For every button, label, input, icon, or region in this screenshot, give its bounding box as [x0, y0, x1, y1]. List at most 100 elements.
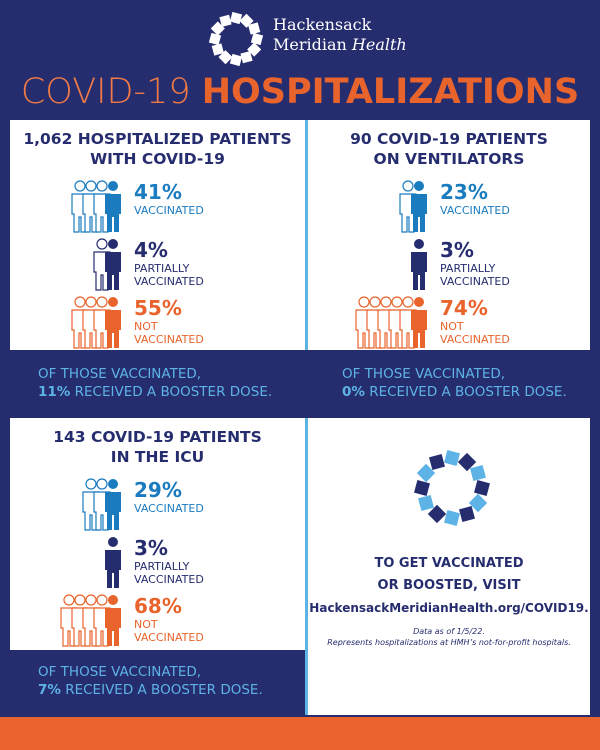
head	[391, 296, 403, 308]
person-icon	[411, 297, 427, 348]
note-line: Data as of 1/5/22.	[413, 627, 485, 636]
stat-label: VACCINATED	[440, 204, 510, 217]
logo-square	[219, 14, 232, 27]
stat-label-line: PARTIALLY	[440, 262, 496, 275]
person-icon	[105, 479, 121, 530]
logo-square	[240, 51, 253, 64]
stat-label: PARTIALLY VACCINATED	[134, 560, 204, 586]
icon-group	[93, 238, 121, 291]
logo-square	[229, 11, 243, 25]
stat-percent: 3%	[134, 536, 168, 560]
stat-label: NOT VACCINATED	[440, 320, 510, 346]
booster-percent: 11%	[38, 384, 71, 400]
person-icon	[411, 239, 427, 290]
booster-line: 7% RECEIVED A BOOSTER DOSE.	[38, 681, 263, 699]
person-icon	[411, 181, 427, 232]
title: COVID-19 HOSPITALIZATIONS	[0, 72, 600, 112]
note-line: Represents hospitalizations at HMH’s not…	[327, 638, 571, 647]
head	[108, 181, 118, 191]
panel-title: 143 COVID-19 PATIENTS IN THE ICU	[10, 427, 305, 467]
person-icon	[93, 238, 111, 291]
logo-square	[250, 32, 264, 46]
body	[105, 252, 121, 290]
stat-label-line: NOT	[134, 618, 158, 631]
booster-line: OF THOSE VACCINATED,	[38, 664, 202, 680]
stat-percent: 68%	[134, 594, 182, 618]
head	[85, 478, 97, 490]
person-icon	[105, 537, 121, 588]
logo-square	[211, 43, 224, 56]
stat-label: VACCINATED	[134, 204, 204, 217]
stat-label: NOT VACCINATED	[134, 320, 204, 346]
stat-row: 41% VACCINATED	[10, 180, 305, 234]
body	[411, 310, 427, 348]
head	[74, 180, 86, 192]
stat-percent: 74%	[440, 296, 488, 320]
booster-line: OF THOSE VACCINATED,	[342, 366, 506, 382]
head	[85, 180, 97, 192]
logo-square	[248, 22, 261, 35]
panel-title-line: WITH COVID-19	[90, 150, 225, 168]
panel: 1,062 HOSPITALIZED PATIENTS WITH COVID-19…	[10, 120, 305, 350]
head	[74, 296, 86, 308]
head	[108, 595, 118, 605]
booster-line: 0% RECEIVED A BOOSTER DOSE.	[342, 383, 567, 401]
head	[85, 594, 97, 606]
stat-label-line: NOT	[440, 320, 464, 333]
stat-label-line: VACCINATED	[134, 573, 204, 586]
logo-square	[414, 480, 430, 496]
logo-square	[418, 495, 434, 511]
logo-square	[210, 21, 225, 36]
icon-group	[399, 180, 427, 233]
stat-label-line: PARTIALLY	[134, 262, 190, 275]
booster-percent: 7%	[38, 682, 61, 698]
head	[96, 478, 108, 490]
stat-label-line: VACCINATED	[134, 502, 204, 515]
brand: Hackensack Meridian Health	[273, 15, 407, 55]
panel-title-line: 143 COVID-19 PATIENTS	[53, 428, 262, 446]
brand-text: Health	[351, 35, 407, 54]
stat-row: 55% NOT VACCINATED	[10, 296, 305, 350]
head	[74, 594, 86, 606]
panel-title-line: IN THE ICU	[110, 448, 205, 466]
note: Data as of 1/5/22. Represents hospitaliz…	[308, 626, 590, 648]
stat-percent: 41%	[134, 180, 182, 204]
stat-row: 29% VACCINATED	[10, 478, 305, 532]
stat-label-line: NOT	[134, 320, 158, 333]
booster-text: RECEIVED A BOOSTER DOSE.	[369, 384, 567, 400]
booster-note: OF THOSE VACCINATED, 0% RECEIVED A BOOSTE…	[342, 365, 567, 401]
cta: TO GET VACCINATED OR BOOSTED, VISIT Hack…	[308, 553, 590, 619]
head	[358, 296, 370, 308]
stat-label-line: VACCINATED	[134, 204, 204, 217]
cta-line: OR BOOSTED, VISIT	[377, 578, 521, 593]
icon-group	[105, 537, 121, 588]
divider	[305, 418, 308, 715]
stat-percent: 23%	[440, 180, 488, 204]
panel-title-line: ON VENTILATORS	[373, 150, 525, 168]
head	[63, 594, 75, 606]
logo-square	[208, 32, 222, 46]
logo-square	[229, 53, 243, 67]
stat-label-line: VACCINATED	[134, 275, 204, 288]
stat-label: PARTIALLY VACCINATED	[440, 262, 510, 288]
brand-line: Hackensack	[273, 15, 372, 34]
panel: 90 COVID-19 PATIENTS ON VENTILATORS 23% VAC…	[308, 120, 590, 350]
stat-row: 3% PARTIALLY VACCINATED	[10, 536, 305, 590]
head	[402, 180, 414, 192]
cta-link: HackensackMeridianHealth.org/COVID19.	[309, 601, 589, 615]
head	[108, 479, 118, 489]
stat-label: PARTIALLY VACCINATED	[134, 262, 204, 288]
footer-strip	[0, 717, 600, 750]
stat-label-line: VACCINATED	[440, 333, 510, 346]
head	[369, 296, 381, 308]
stat-label-line: VACCINATED	[134, 631, 204, 644]
body	[105, 550, 121, 588]
divider	[305, 120, 308, 350]
stat-percent: 4%	[134, 238, 168, 262]
stat-label-line: VACCINATED	[440, 275, 510, 288]
logo-square	[470, 465, 486, 481]
icon-group	[82, 478, 121, 531]
stat-row: 68% NOT VACCINATED	[10, 594, 305, 648]
booster-line: 11% RECEIVED A BOOSTER DOSE.	[38, 383, 272, 401]
panel: 143 COVID-19 PATIENTS IN THE ICU 29% VACCIN…	[10, 418, 305, 650]
